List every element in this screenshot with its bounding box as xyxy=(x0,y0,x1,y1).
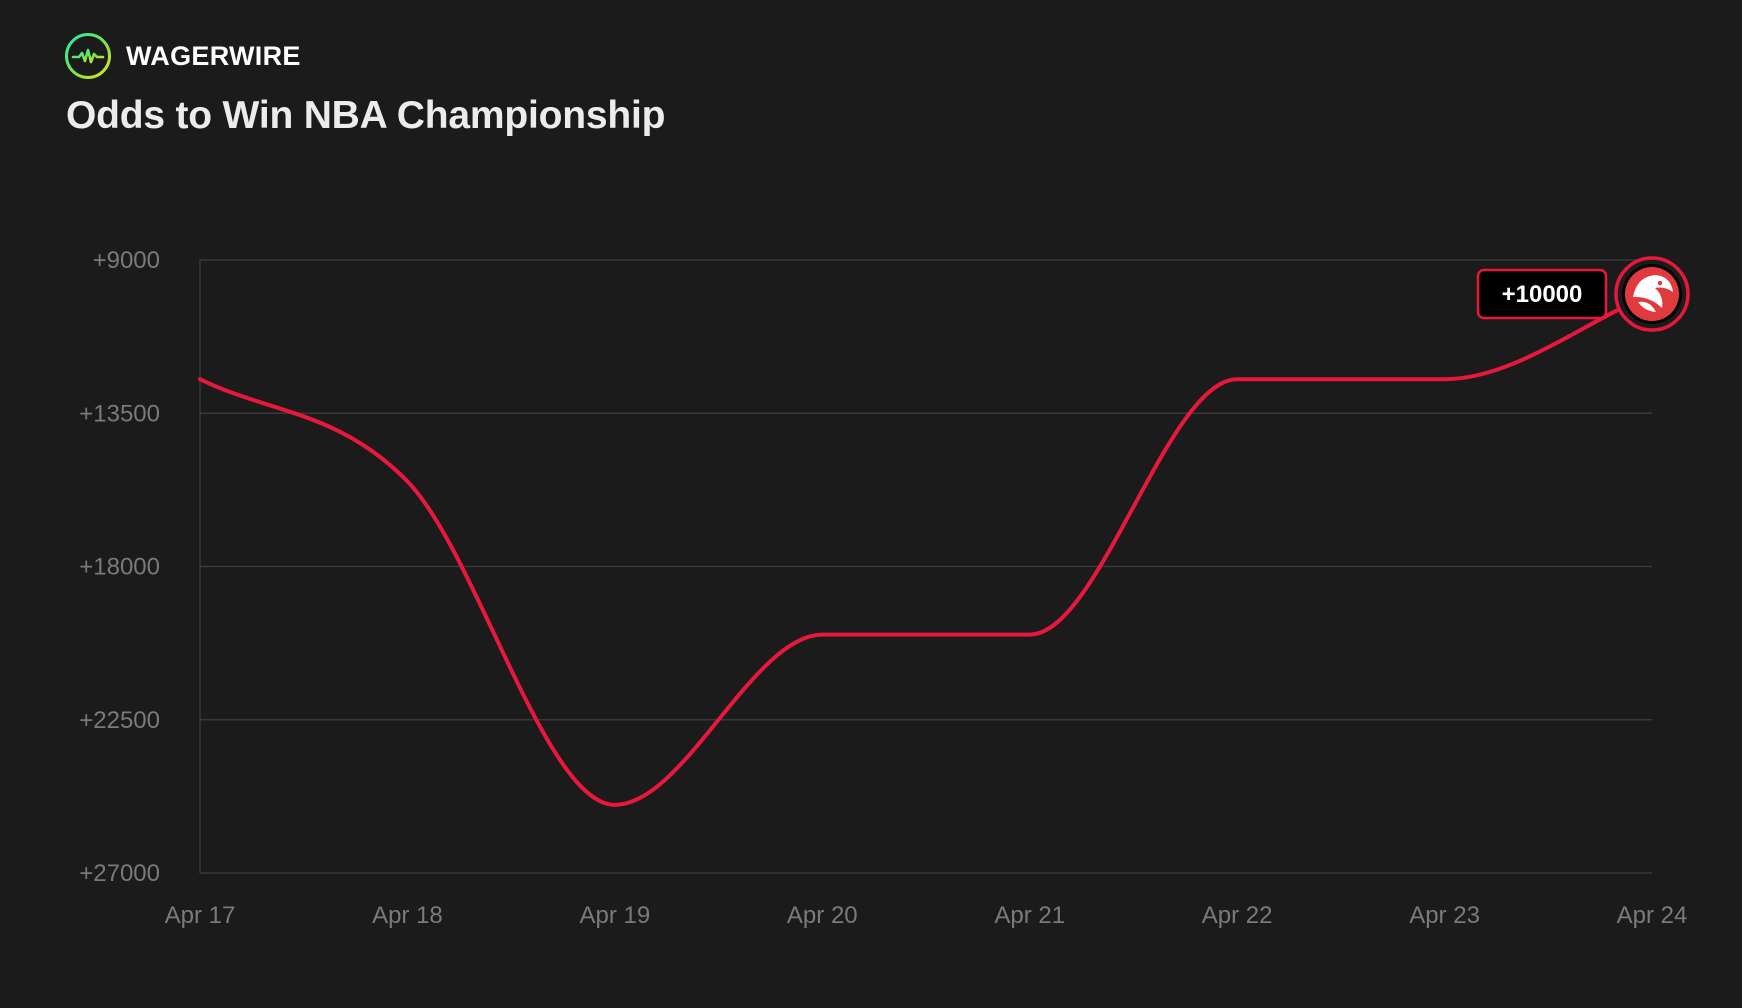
y-tick-labels: +9000 +13500 +18000 +22500 +27000 xyxy=(79,247,160,887)
x-tick-labels: Apr 17 Apr 18 Apr 19 Apr 20 Apr 21 Apr 22 Apr … xyxy=(165,902,1688,929)
x-tick-label: Apr 19 xyxy=(579,902,650,929)
current-odds-callout: +10000 xyxy=(1476,268,1608,320)
x-tick-label: Apr 17 xyxy=(165,902,236,929)
pulse-circle-icon xyxy=(65,33,111,79)
series-line xyxy=(198,292,1654,807)
callout-layer: +10000 xyxy=(1476,256,1690,332)
atlanta-hawks-logo-icon xyxy=(1625,267,1679,322)
team-logo-marker xyxy=(1614,256,1690,332)
x-tick-label: Apr 24 xyxy=(1617,902,1688,929)
x-tick-label: Apr 21 xyxy=(994,902,1065,929)
x-tick-label: Apr 22 xyxy=(1202,902,1273,929)
grid-layer xyxy=(200,259,1652,874)
current-odds-value: +10000 xyxy=(1502,281,1583,308)
y-tick-label: +13500 xyxy=(79,400,160,427)
x-tick-label: Apr 20 xyxy=(787,902,858,929)
y-tick-label: +27000 xyxy=(79,860,160,887)
y-tick-label: +22500 xyxy=(79,707,160,734)
brand-name: WAGERWIRE xyxy=(126,40,301,71)
y-tick-label: +18000 xyxy=(79,554,160,581)
x-tick-label: Apr 23 xyxy=(1409,902,1480,929)
x-tick-label: Apr 18 xyxy=(372,902,443,929)
chart-title: Odds to Win NBA Championship xyxy=(66,94,666,137)
series-layer xyxy=(198,292,1654,807)
brand: WAGERWIRE xyxy=(64,32,301,80)
y-tick-label: +9000 xyxy=(93,247,160,274)
